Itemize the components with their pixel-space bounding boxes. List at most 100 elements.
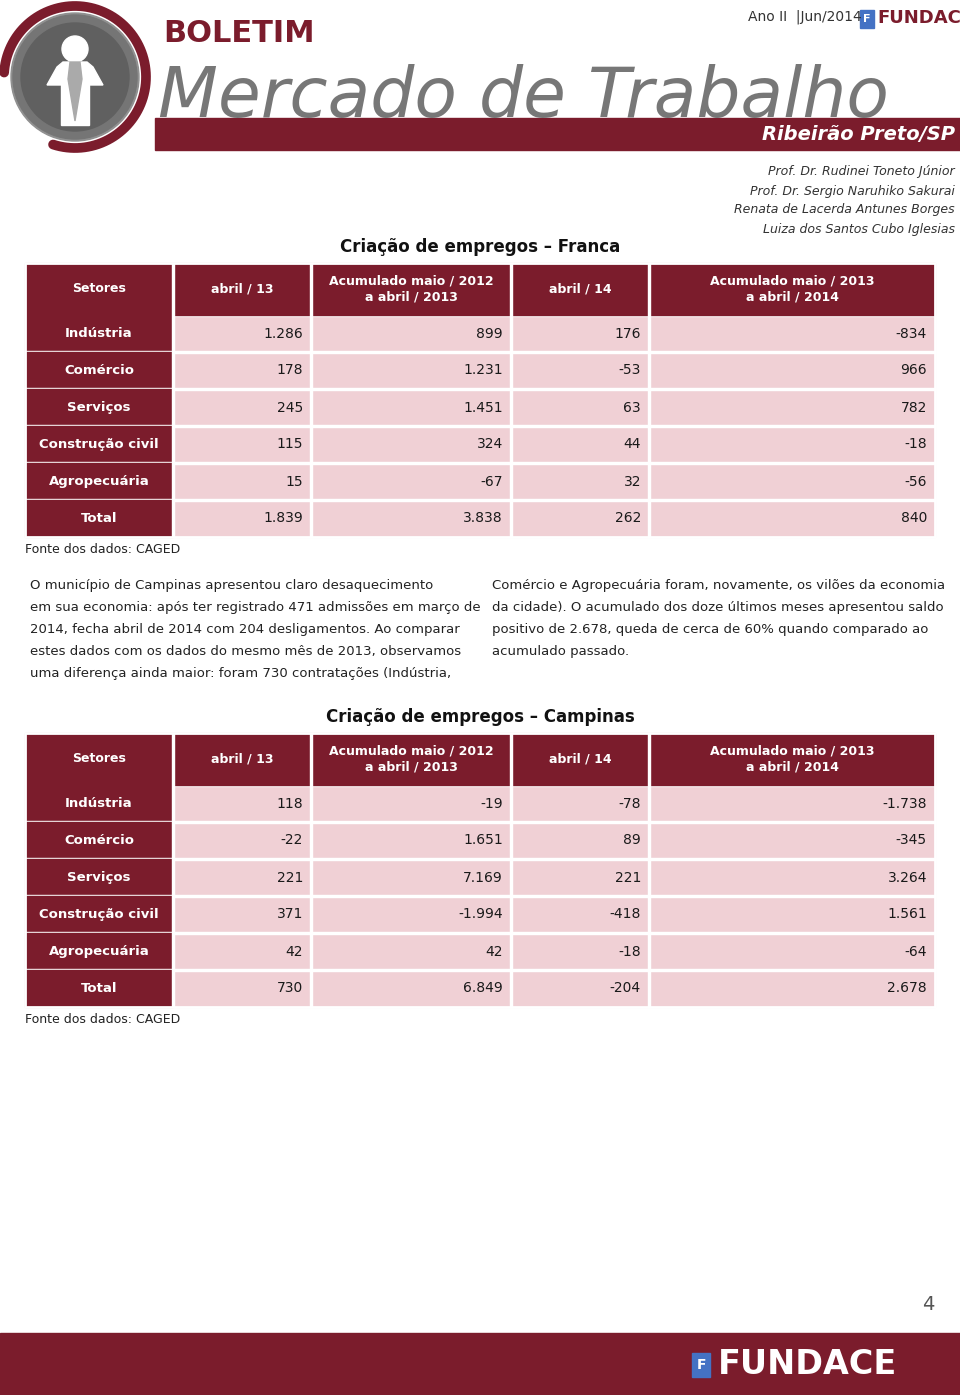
Text: 6.849: 6.849	[464, 982, 503, 996]
Text: 176: 176	[614, 326, 641, 340]
Text: -64: -64	[904, 944, 927, 958]
Text: 2014, fecha abril de 2014 com 204 desligamentos. Ao comparar: 2014, fecha abril de 2014 com 204 deslig…	[30, 624, 460, 636]
Text: F: F	[696, 1357, 706, 1373]
Circle shape	[62, 36, 88, 61]
Text: abril / 13: abril / 13	[211, 752, 274, 766]
Bar	[310, 264, 312, 537]
Text: 42: 42	[285, 944, 303, 958]
Text: 221: 221	[614, 870, 641, 884]
Text: O município de Campinas apresentou claro desaquecimento: O município de Campinas apresentou claro…	[30, 579, 433, 591]
Bar	[25, 785, 935, 822]
Text: -418: -418	[610, 908, 641, 922]
Polygon shape	[47, 61, 103, 85]
Text: Agropecuária: Agropecuária	[49, 944, 150, 958]
Bar	[25, 896, 935, 897]
Text: Fonte dos dados: CAGED: Fonte dos dados: CAGED	[25, 543, 180, 557]
Text: Prof. Dr. Rudinei Toneto Júnior: Prof. Dr. Rudinei Toneto Júnior	[768, 166, 955, 179]
Bar	[25, 315, 173, 352]
Text: 4: 4	[922, 1296, 934, 1314]
Text: 15: 15	[285, 474, 303, 488]
Text: Comércio e Agropecuária foram, novamente, os vilões da economia: Comércio e Agropecuária foram, novamente…	[492, 579, 946, 591]
Bar	[310, 732, 312, 1007]
Bar	[25, 970, 935, 971]
Text: -67: -67	[481, 474, 503, 488]
Bar	[510, 732, 512, 1007]
Bar	[25, 315, 935, 352]
Bar	[25, 499, 935, 537]
Text: 115: 115	[276, 438, 303, 452]
Text: 32: 32	[623, 474, 641, 488]
Text: -345: -345	[896, 833, 927, 848]
Text: da cidade). O acumulado dos doze últimos meses apresentou saldo: da cidade). O acumulado dos doze últimos…	[492, 601, 944, 614]
Text: acumulado passado.: acumulado passado.	[492, 644, 629, 658]
Bar	[25, 462, 935, 465]
Text: 42: 42	[486, 944, 503, 958]
Bar	[25, 732, 935, 1007]
Text: -53: -53	[618, 364, 641, 378]
Text: Serviços: Serviços	[67, 870, 131, 884]
Bar	[25, 389, 935, 425]
Bar	[25, 352, 935, 353]
Text: 7.169: 7.169	[464, 870, 503, 884]
Text: Luiza dos Santos Cubo Iglesias: Luiza dos Santos Cubo Iglesias	[763, 222, 955, 236]
Bar	[25, 933, 935, 970]
Circle shape	[13, 15, 137, 140]
Text: 1.561: 1.561	[887, 908, 927, 922]
Text: Fonte dos dados: CAGED: Fonte dos dados: CAGED	[25, 1013, 180, 1025]
Bar	[25, 388, 935, 391]
Text: estes dados com os dados do mesmo mês de 2013, observamos: estes dados com os dados do mesmo mês de…	[30, 644, 461, 658]
Text: Indústria: Indústria	[65, 326, 132, 340]
Bar	[25, 264, 935, 537]
Bar	[510, 264, 512, 537]
Text: Construção civil: Construção civil	[39, 908, 158, 921]
Text: 324: 324	[477, 438, 503, 452]
Text: Acumulado maio / 2012
a abril / 2013: Acumulado maio / 2012 a abril / 2013	[328, 275, 493, 304]
Bar	[860, 10, 874, 28]
Text: Comércio: Comércio	[64, 834, 134, 847]
Bar	[25, 425, 173, 463]
Text: -18: -18	[904, 438, 927, 452]
Text: 1.231: 1.231	[464, 364, 503, 378]
Text: Setores: Setores	[72, 752, 126, 766]
Text: abril / 14: abril / 14	[549, 752, 612, 766]
Text: 63: 63	[623, 400, 641, 414]
Bar	[25, 822, 935, 823]
Bar	[61, 82, 89, 126]
Text: 245: 245	[276, 400, 303, 414]
Bar	[172, 264, 174, 537]
Text: FUNDACE: FUNDACE	[718, 1348, 898, 1381]
Text: 1.651: 1.651	[464, 833, 503, 848]
Text: Criação de empregos – Franca: Criação de empregos – Franca	[340, 239, 620, 257]
Bar	[25, 352, 935, 389]
Text: -56: -56	[904, 474, 927, 488]
Text: Prof. Dr. Sergio Naruhiko Sakurai: Prof. Dr. Sergio Naruhiko Sakurai	[750, 184, 955, 198]
Text: 44: 44	[623, 438, 641, 452]
Bar	[25, 499, 935, 501]
Bar	[25, 425, 935, 463]
Text: -78: -78	[618, 797, 641, 810]
Text: 178: 178	[276, 364, 303, 378]
Text: Acumulado maio / 2013
a abril / 2014: Acumulado maio / 2013 a abril / 2014	[709, 745, 875, 773]
Text: Setores: Setores	[72, 283, 126, 296]
Bar	[25, 463, 935, 499]
Text: Agropecuária: Agropecuária	[49, 476, 150, 488]
Text: 966: 966	[900, 364, 927, 378]
Text: BOLETIM: BOLETIM	[163, 18, 315, 47]
Text: 840: 840	[900, 512, 927, 526]
Text: -19: -19	[480, 797, 503, 810]
Bar	[25, 784, 935, 785]
Text: uma diferença ainda maior: foram 730 contratações (Indústria,: uma diferença ainda maior: foram 730 con…	[30, 667, 451, 679]
Bar	[25, 499, 173, 537]
Text: 782: 782	[900, 400, 927, 414]
Bar	[25, 425, 935, 427]
Text: -1.738: -1.738	[882, 797, 927, 810]
Circle shape	[21, 22, 129, 131]
Text: -204: -204	[610, 982, 641, 996]
Bar	[25, 314, 935, 317]
Bar	[692, 1353, 710, 1377]
Text: -834: -834	[896, 326, 927, 340]
Text: Acumulado maio / 2013
a abril / 2014: Acumulado maio / 2013 a abril / 2014	[709, 275, 875, 304]
Text: 118: 118	[276, 797, 303, 810]
Text: 3.264: 3.264	[887, 870, 927, 884]
Bar	[25, 822, 935, 859]
